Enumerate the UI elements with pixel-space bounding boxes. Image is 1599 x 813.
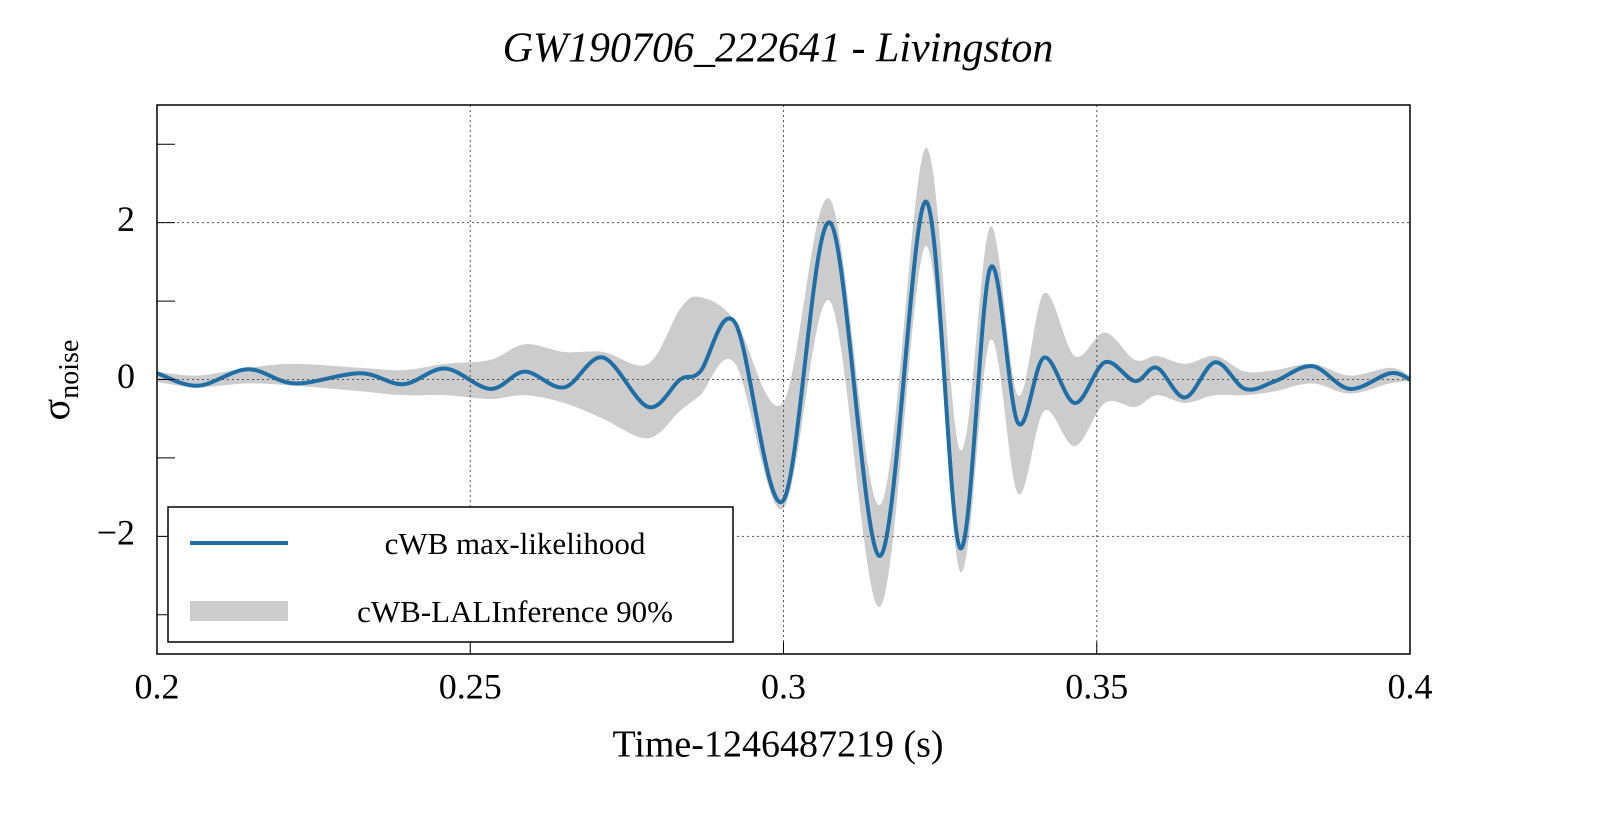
x-tick-label: 0.25 bbox=[439, 666, 502, 706]
plot-frame bbox=[156, 104, 1411, 655]
y-axis-label: σnoise bbox=[33, 340, 85, 421]
line bbox=[156, 199, 1411, 558]
x-tick-label: 0.2 bbox=[135, 666, 180, 706]
legend-label: cWB max-likelihood bbox=[385, 526, 646, 561]
y-tick-label: −2 bbox=[97, 513, 135, 553]
legend-box bbox=[167, 506, 734, 643]
y-label-subscript: noise bbox=[54, 340, 85, 399]
legend-swatch bbox=[190, 601, 288, 621]
confidence-band bbox=[157, 147, 1410, 608]
plot-area bbox=[156, 147, 1411, 608]
x-tick-label: 0.35 bbox=[1065, 666, 1128, 706]
x-tick-label: 0.3 bbox=[761, 666, 806, 706]
chart-title: GW190706_222641 - Livingston bbox=[503, 26, 1054, 72]
x-tick-label: 0.4 bbox=[1388, 666, 1433, 706]
y-tick-label: 0 bbox=[117, 356, 135, 396]
y-tick-label: 2 bbox=[117, 199, 135, 239]
legend-label: cWB-LALInference 90% bbox=[357, 594, 673, 629]
x-axis-label: Time-1246487219 (s) bbox=[612, 724, 943, 766]
y-label-symbol: σ bbox=[33, 399, 78, 421]
